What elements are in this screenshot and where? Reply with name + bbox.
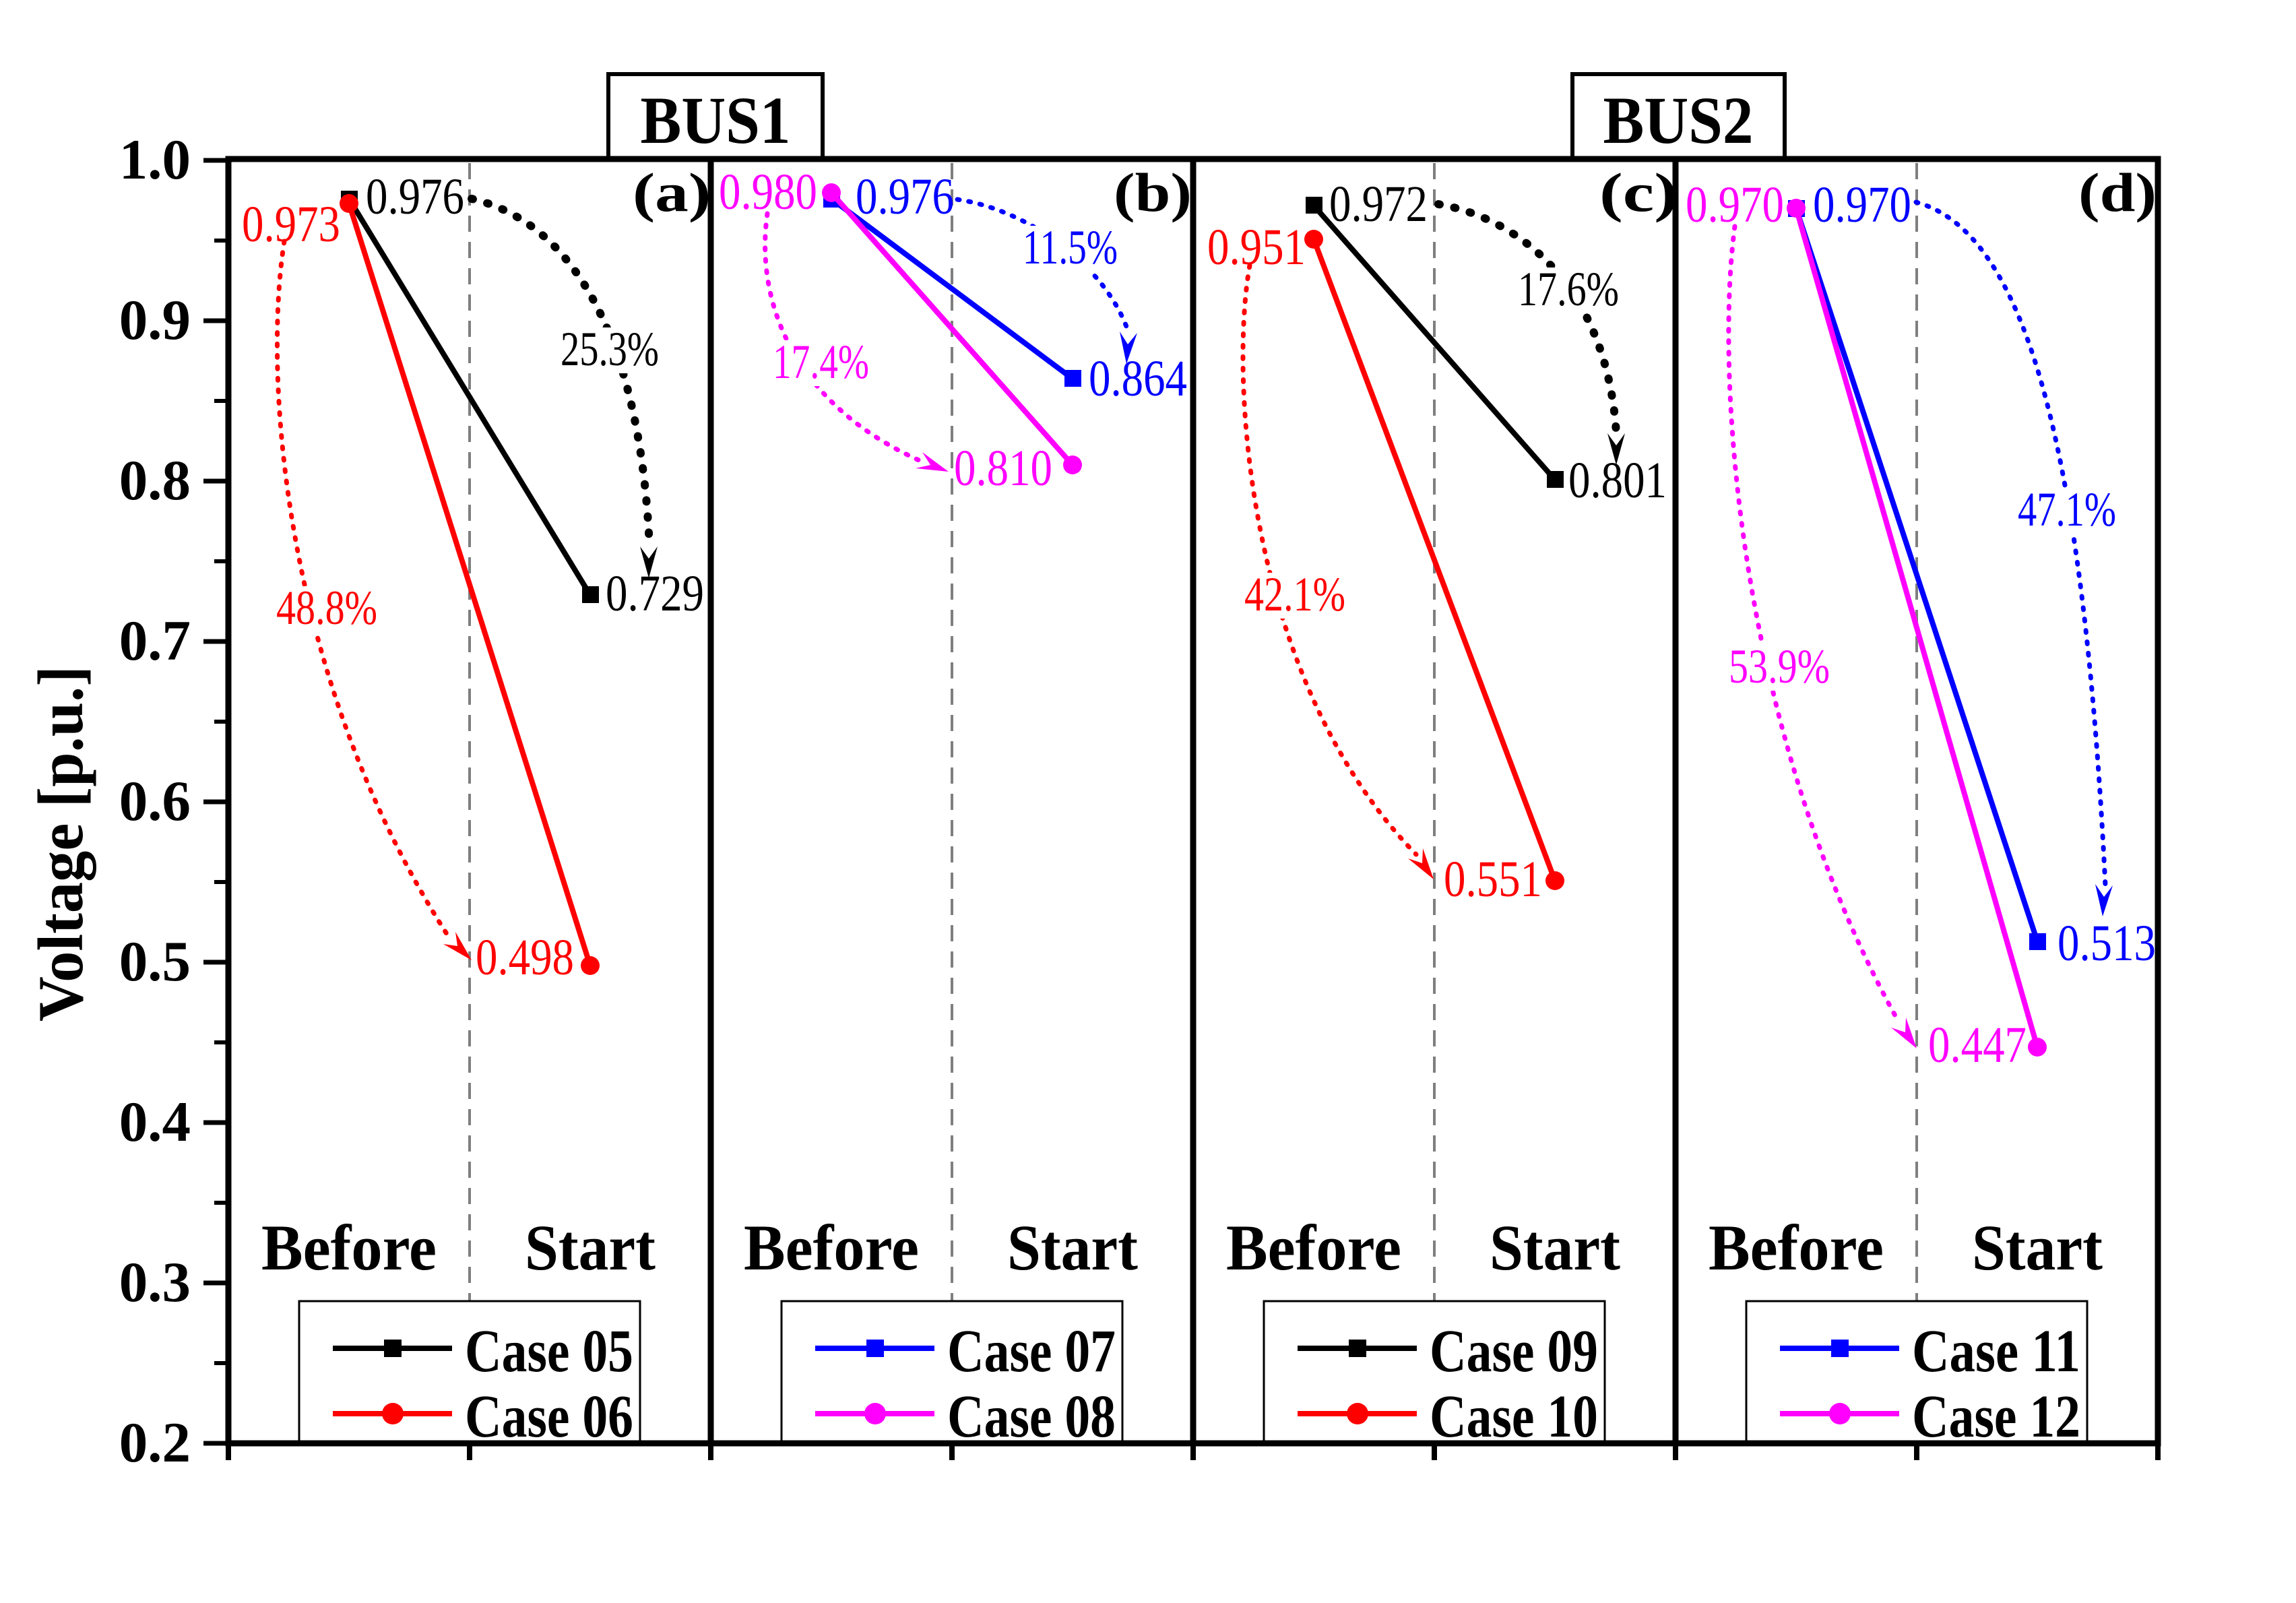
- svg-text:0.2: 0.2: [119, 1411, 191, 1474]
- svg-text:Case 06: Case 06: [465, 1383, 633, 1450]
- svg-text:53.9%: 53.9%: [1729, 639, 1830, 693]
- svg-text:Start: Start: [1007, 1212, 1138, 1284]
- svg-text:0.980: 0.980: [719, 164, 817, 220]
- svg-text:0.970: 0.970: [1813, 177, 1911, 233]
- svg-text:Case 12: Case 12: [1912, 1383, 2080, 1450]
- svg-text:0.951: 0.951: [1207, 219, 1306, 276]
- svg-text:42.1%: 42.1%: [1244, 567, 1345, 621]
- svg-text:0.513: 0.513: [2058, 915, 2156, 972]
- svg-text:Case 07: Case 07: [947, 1318, 1116, 1385]
- svg-text:BUS2: BUS2: [1603, 83, 1754, 158]
- svg-text:0.973: 0.973: [242, 196, 340, 253]
- svg-text:0.976: 0.976: [856, 168, 954, 225]
- svg-text:0.972: 0.972: [1329, 176, 1428, 232]
- svg-text:0.447: 0.447: [1928, 1017, 2027, 1073]
- svg-text:Before: Before: [1226, 1212, 1401, 1284]
- svg-text:0.810: 0.810: [954, 440, 1052, 497]
- svg-text:25.3%: 25.3%: [561, 322, 659, 376]
- svg-text:17.4%: 17.4%: [773, 335, 869, 389]
- svg-text:0.864: 0.864: [1089, 350, 1187, 407]
- svg-text:Case 10: Case 10: [1430, 1383, 1598, 1450]
- svg-text:0.6: 0.6: [119, 769, 191, 833]
- svg-text:0.729: 0.729: [606, 565, 704, 622]
- svg-text:(c): (c): [1599, 162, 1678, 223]
- svg-text:17.6%: 17.6%: [1518, 262, 1619, 316]
- svg-text:0.976: 0.976: [366, 168, 464, 225]
- svg-text:Before: Before: [744, 1212, 919, 1284]
- svg-text:Case 05: Case 05: [465, 1318, 633, 1385]
- svg-text:0.9: 0.9: [119, 288, 191, 352]
- svg-text:0.3: 0.3: [119, 1251, 191, 1314]
- svg-text:0.801: 0.801: [1568, 452, 1667, 509]
- svg-text:Start: Start: [525, 1212, 656, 1284]
- svg-text:1.0: 1.0: [119, 128, 191, 191]
- svg-text:(a): (a): [633, 162, 711, 223]
- svg-text:BUS1: BUS1: [641, 83, 791, 158]
- svg-text:48.8%: 48.8%: [276, 581, 377, 635]
- svg-text:0.8: 0.8: [119, 449, 191, 512]
- svg-text:Start: Start: [1972, 1212, 2103, 1284]
- svg-text:Case 08: Case 08: [947, 1383, 1116, 1450]
- svg-text:Case 09: Case 09: [1430, 1318, 1598, 1385]
- svg-text:(d): (d): [2078, 162, 2157, 223]
- svg-text:11.5%: 11.5%: [1023, 220, 1118, 274]
- svg-text:47.1%: 47.1%: [2018, 482, 2116, 536]
- svg-text:Before: Before: [261, 1212, 437, 1284]
- svg-text:Case 11: Case 11: [1912, 1318, 2080, 1385]
- svg-text:0.970: 0.970: [1686, 177, 1784, 233]
- svg-text:0.7: 0.7: [119, 609, 191, 672]
- svg-text:0.5: 0.5: [119, 930, 191, 993]
- svg-text:(b): (b): [1114, 162, 1192, 223]
- svg-text:Start: Start: [1490, 1212, 1620, 1284]
- svg-text:0.551: 0.551: [1444, 851, 1542, 908]
- svg-text:Before: Before: [1709, 1212, 1884, 1284]
- svg-text:0.498: 0.498: [476, 929, 574, 986]
- svg-text:Voltage [p.u.]: Voltage [p.u.]: [25, 666, 96, 1021]
- svg-text:0.4: 0.4: [119, 1090, 191, 1154]
